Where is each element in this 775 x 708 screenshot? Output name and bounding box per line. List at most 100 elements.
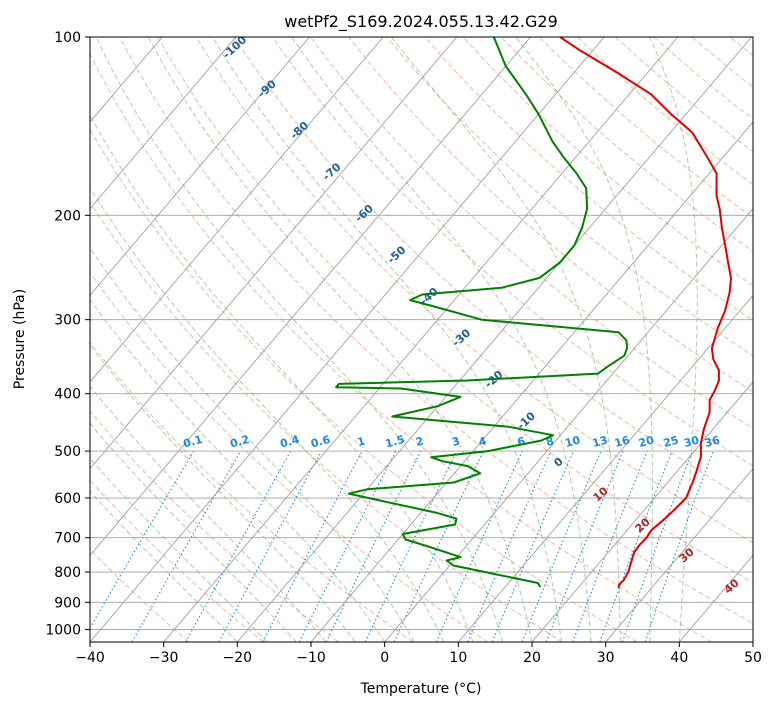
x-tick-label: −20 <box>223 650 253 666</box>
mixing-ratio-label: 36 <box>703 433 721 450</box>
y-tick-label: 600 <box>54 491 81 507</box>
mixing-ratio-line <box>466 450 552 642</box>
mixing-ratio-label: 4 <box>477 434 488 449</box>
dry-adiabat <box>90 128 638 642</box>
y-tick-label: 200 <box>54 208 81 224</box>
skewed-isotherm <box>531 381 753 642</box>
dry-adiabat <box>157 37 753 584</box>
mixing-ratio-label: 20 <box>637 433 655 450</box>
skewed-isotherm <box>90 37 605 642</box>
moist-adiabat <box>391 37 621 642</box>
mixing-ratio-label: 1.5 <box>384 433 406 451</box>
moist-adiabat <box>90 490 238 642</box>
y-tick-label: 700 <box>54 531 81 547</box>
skewed-isotherm <box>90 37 458 470</box>
mixing-ratio-line <box>521 450 602 642</box>
mixing-ratio-label: 13 <box>591 433 609 450</box>
dry-adiabat <box>310 37 753 430</box>
dewpoint-line <box>335 37 629 588</box>
mixing-ratio-line <box>572 450 648 642</box>
dry-adiabat <box>90 271 488 642</box>
mixing-ratio-line <box>218 450 322 642</box>
x-tick-label: 0 <box>380 650 389 666</box>
skewed-isotherm <box>384 207 753 642</box>
mixing-ratio-label: 10 <box>564 433 582 450</box>
moist-adiabat <box>90 457 268 642</box>
mixing-ratio-line <box>435 450 523 642</box>
x-tick-label: 30 <box>597 650 615 666</box>
y-tick-label: 400 <box>54 387 81 403</box>
mixing-ratio-label: 2 <box>414 434 425 449</box>
skewed-isotherm <box>90 37 384 383</box>
skewed-isotherm <box>90 37 531 557</box>
dry-adiabat <box>233 37 753 505</box>
moist-adiabat <box>147 37 533 642</box>
moist-adiabat <box>211 37 562 642</box>
plot-area: 0.1 0.2 0.4 0.6 1 1.5 2 3 4 6 8 10 13 16 20 25 30 36-100-… <box>90 37 753 642</box>
x-tick-label: −40 <box>75 650 105 666</box>
y-tick-label: 100 <box>54 30 81 46</box>
y-tick-label: 500 <box>54 444 81 460</box>
dry-adiabat <box>271 37 753 467</box>
chart-title: wetPf2_S169.2024.055.13.42.G29 <box>284 12 558 32</box>
mixing-ratio-line <box>644 450 714 642</box>
skewed-isotherm <box>236 37 752 642</box>
y-axis-label: Pressure (hPa) <box>12 289 28 389</box>
mixing-ratio-line <box>185 450 292 642</box>
dry-adiabat <box>90 410 339 642</box>
x-tick-label: 20 <box>523 650 541 666</box>
y-tick-label: 1000 <box>45 622 81 638</box>
mixing-ratio-label: 25 <box>662 433 680 450</box>
profile-series <box>335 37 732 589</box>
skewed-isotherm <box>90 37 310 297</box>
mixing-ratio-label: 8 <box>545 434 556 449</box>
skewed-isotherm <box>163 37 679 642</box>
plot-frame <box>89 36 754 643</box>
moist-adiabat <box>90 247 415 642</box>
mixing-ratio-label: 0.4 <box>279 433 302 451</box>
x-tick-label: 50 <box>744 650 762 666</box>
mixing-ratio-label: 0.6 <box>309 433 332 451</box>
y-tick-label: 300 <box>54 313 81 329</box>
mixing-ratio-label: 0.1 <box>182 433 204 451</box>
dry-adiabat <box>424 37 753 322</box>
moist-adiabat <box>90 344 356 642</box>
moist-adiabat <box>90 186 445 642</box>
mixing-ratio-label: 16 <box>613 433 631 450</box>
x-axis-label: Temperature (°C) <box>360 681 482 697</box>
mixing-ratio-label: 3 <box>451 434 462 449</box>
skewed-isotherms <box>90 37 753 642</box>
x-tick-label: −10 <box>296 650 326 666</box>
skewed-isotherm <box>90 37 237 210</box>
x-tick-label: 40 <box>670 650 688 666</box>
dry-adiabat <box>119 37 753 624</box>
mixing-ratio-line <box>298 450 397 642</box>
skewed-isotherm <box>310 121 753 642</box>
mixing-ratio-label: 0.2 <box>229 433 251 451</box>
mixing-ratio-label: 1 <box>356 434 367 449</box>
dry-adiabat <box>462 37 753 287</box>
dry-adiabat <box>386 37 753 357</box>
x-axis-ticks: −40 −30 −20 −10 0 10 20 30 40 50 <box>75 642 762 666</box>
mixing-ratio-line <box>545 450 624 642</box>
mixing-ratio-line <box>599 450 673 642</box>
moist-adiabat <box>648 37 698 642</box>
y-tick-label: 900 <box>54 595 81 611</box>
moist-adiabat <box>95 37 503 642</box>
dry-adiabat <box>90 53 712 642</box>
mixing-ratio-label: 30 <box>682 433 700 450</box>
dry-adiabat <box>90 479 264 642</box>
y-tick-label: 800 <box>54 565 81 581</box>
mixing-ratio-line <box>325 450 422 642</box>
x-tick-label: 10 <box>449 650 467 666</box>
x-tick-label: −30 <box>149 650 179 666</box>
dry-adiabat <box>90 201 563 642</box>
moist-adiabat <box>515 37 653 642</box>
skewed-isotherm <box>605 467 753 642</box>
moist-adiabat <box>291 37 592 642</box>
mixing-ratio-line <box>621 450 693 642</box>
moist-adiabat <box>90 298 386 642</box>
mixing-ratio-label: 6 <box>516 434 527 449</box>
